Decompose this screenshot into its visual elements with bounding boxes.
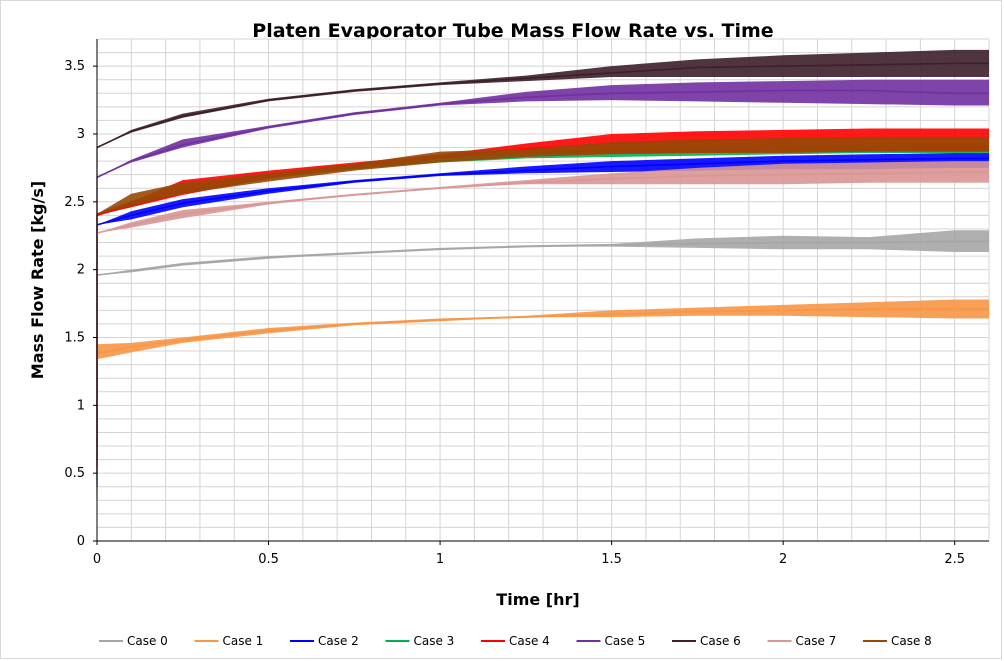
legend-label: Case 4 xyxy=(509,634,550,648)
x-axis-label: Time [hr] xyxy=(496,590,579,609)
series-line xyxy=(96,62,989,149)
series-band xyxy=(97,299,989,360)
series-line xyxy=(96,171,989,234)
legend-item-case-4: Case 4 xyxy=(481,634,550,648)
legend-label: Case 2 xyxy=(318,634,359,648)
series-layer xyxy=(96,49,989,501)
legend-label: Case 6 xyxy=(700,634,741,648)
legend-item-case-3: Case 3 xyxy=(385,634,455,648)
x-tick-label: 0 xyxy=(93,552,101,567)
x-tick-label: 1 xyxy=(436,552,444,567)
series-line xyxy=(96,142,989,215)
y-tick-label: 3 xyxy=(77,127,85,142)
legend-label: Case 1 xyxy=(223,634,264,648)
series-line xyxy=(96,157,989,226)
legend-item-case-0: Case 0 xyxy=(99,634,168,648)
legend-label: Case 0 xyxy=(127,634,168,648)
series-band xyxy=(97,153,989,225)
legend-label: Case 5 xyxy=(605,634,646,648)
legend-label: Case 3 xyxy=(414,634,455,648)
legend-item-case-7: Case 7 xyxy=(767,634,837,648)
x-tick-label: 1.5 xyxy=(601,552,622,567)
series-band xyxy=(97,49,989,148)
series-band xyxy=(97,79,989,178)
x-tick-label: 2.5 xyxy=(944,552,965,567)
x-tick-label: 0.5 xyxy=(258,552,279,567)
legend-item-case-2: Case 2 xyxy=(290,634,359,648)
legend-label: Case 7 xyxy=(796,634,837,648)
series-line xyxy=(96,308,989,355)
y-tick-label: 1 xyxy=(77,398,85,413)
y-tick-label: 0 xyxy=(77,534,85,549)
y-tick-label: 3.5 xyxy=(64,59,85,74)
y-axis-label: Mass Flow Rate [kg/s] xyxy=(28,181,47,379)
legend-item-case-6: Case 6 xyxy=(672,634,741,648)
series-line xyxy=(96,240,989,276)
legend-item-case-1: Case 1 xyxy=(194,634,264,648)
grid xyxy=(96,38,990,542)
chart-title: Platen Evaporator Tube Mass Flow Rate vs… xyxy=(252,20,773,42)
series-band xyxy=(97,144,989,216)
axes: 0 0.5 1 1.5 2 2.5 0 0.5 1 1.5 2 2.5 3 3.5 xyxy=(64,39,989,567)
x-tick-label: 2 xyxy=(779,552,787,567)
legend: Case 0 Case 1 Case 2 Case 3 Case 4 Case 5 Case… xyxy=(99,634,932,648)
series-line xyxy=(96,89,989,179)
legend-item-case-5: Case 5 xyxy=(576,634,646,648)
series-band xyxy=(97,161,989,233)
legend-label: Case 8 xyxy=(891,634,932,648)
series-band xyxy=(97,230,989,276)
y-tick-label: 2 xyxy=(77,263,85,278)
y-tick-label: 0.5 xyxy=(64,466,85,481)
y-tick-label: 2.5 xyxy=(64,195,85,210)
legend-item-case-8: Case 8 xyxy=(863,634,932,648)
y-tick-label: 1.5 xyxy=(64,330,85,345)
